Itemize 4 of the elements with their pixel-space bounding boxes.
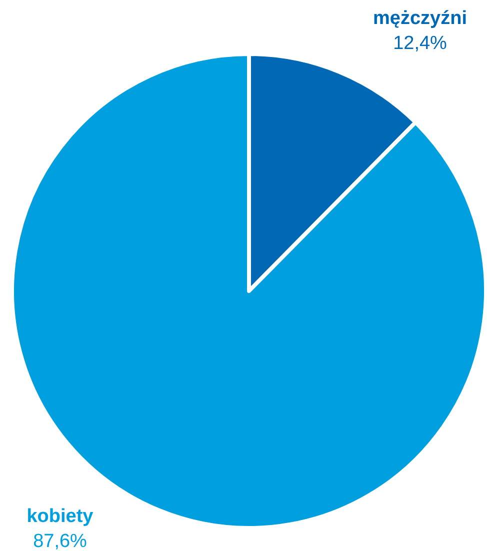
slice-label: mężczyźni <box>373 8 467 29</box>
data-label: 87,6% <box>33 531 88 551</box>
data-label: 12,4% <box>393 33 448 54</box>
slice-label: kobiety <box>26 506 94 527</box>
